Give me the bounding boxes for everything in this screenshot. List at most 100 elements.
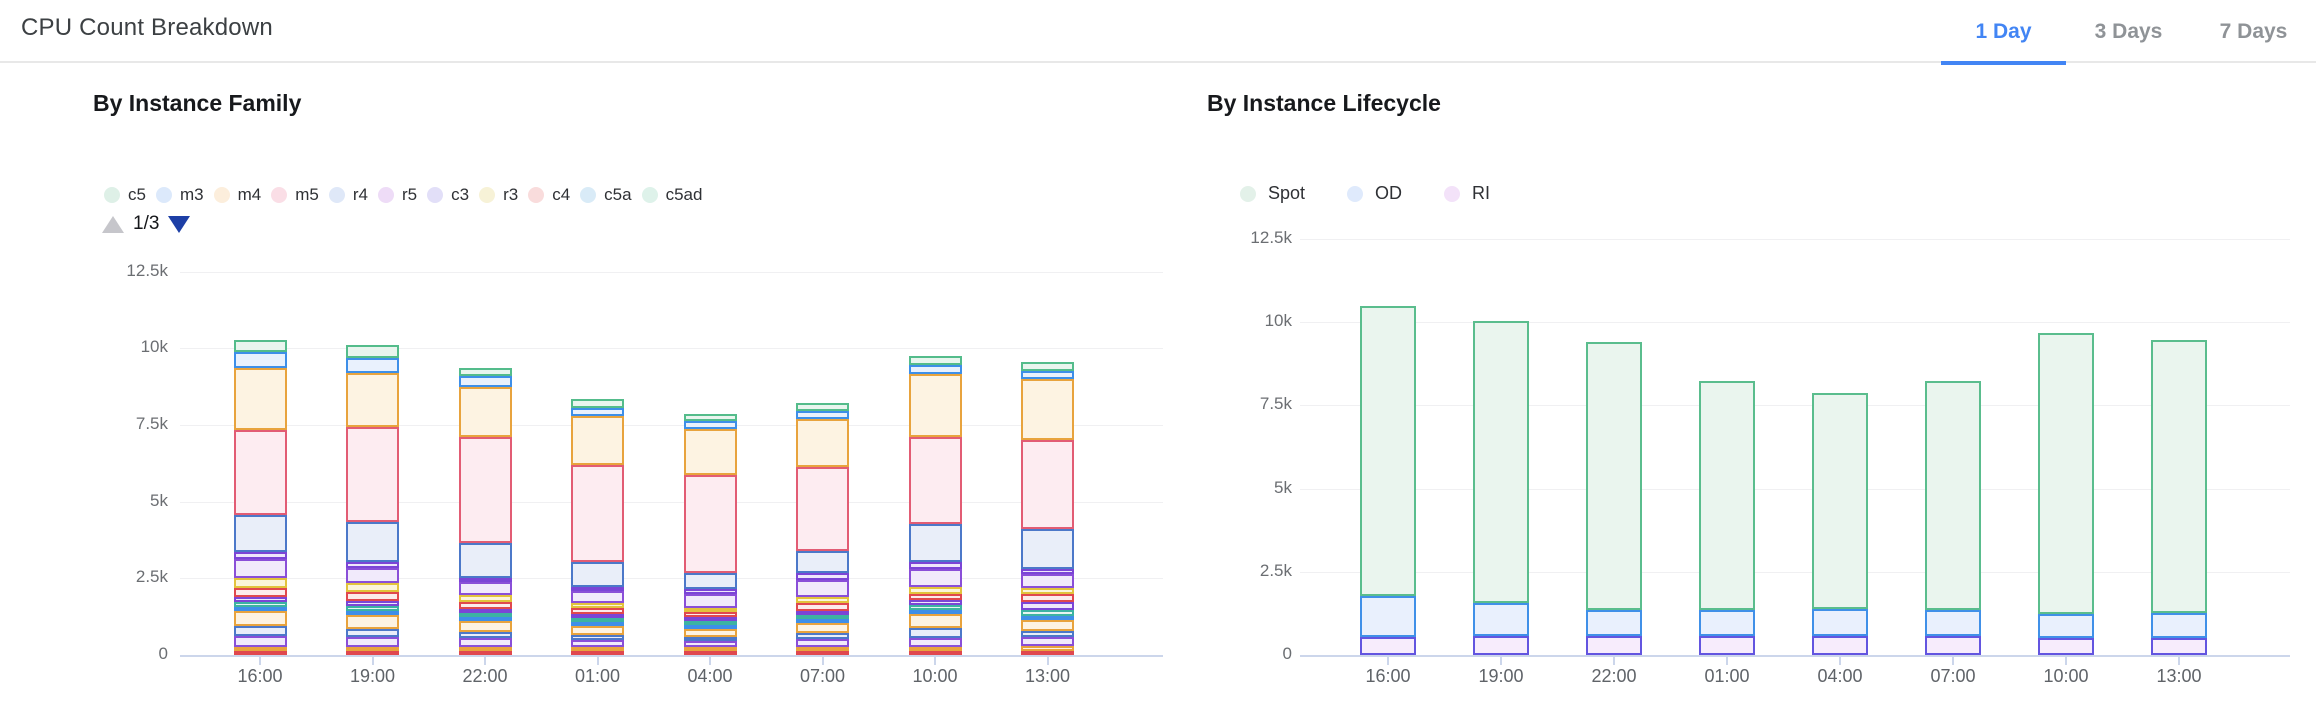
bar-segment-pink[interactable] — [1021, 439, 1074, 530]
bar-segment-teal[interactable] — [571, 618, 624, 623]
tab-7-days[interactable]: 7 Days — [2191, 0, 2316, 63]
bar-segment-pink[interactable] — [683, 474, 737, 573]
legend-item-c3[interactable]: c3 — [427, 185, 469, 205]
bar-segment-blue[interactable] — [683, 420, 737, 429]
bar-segment-red[interactable] — [346, 592, 399, 601]
bar-segment-spot[interactable] — [1925, 381, 1981, 610]
bar-segment-blue[interactable] — [908, 364, 962, 374]
bar-segment-amber[interactable] — [571, 415, 624, 465]
bar-segment-yellow[interactable] — [346, 583, 399, 592]
bar-column-19:00[interactable] — [346, 345, 399, 655]
bar-segment-violet[interactable] — [1021, 569, 1074, 575]
bar-column-22:00[interactable] — [1586, 342, 1642, 655]
bar-segment-spot[interactable] — [1586, 342, 1642, 610]
bar-segment-spot[interactable] — [1812, 393, 1868, 609]
bar-column-10:00[interactable] — [908, 355, 962, 655]
bar-segment-violet[interactable] — [796, 572, 849, 581]
bar-segment-green[interactable] — [1021, 361, 1074, 371]
bar-segment-spot[interactable] — [2151, 340, 2207, 613]
bar-segment-red[interactable] — [346, 651, 399, 655]
bar-segment-indigo[interactable] — [796, 550, 849, 573]
bar-segment-amber[interactable] — [1021, 620, 1074, 632]
bar-segment-green[interactable] — [458, 367, 512, 376]
bar-segment-ri[interactable] — [1812, 636, 1868, 655]
bar-segment-spot[interactable] — [1360, 306, 1416, 596]
bar-segment-indigo[interactable] — [796, 633, 849, 640]
bar-segment-od[interactable] — [1925, 610, 1981, 636]
bar-segment-yellow[interactable] — [1021, 588, 1074, 595]
bar-segment-purple[interactable] — [908, 638, 962, 647]
bar-segment-spot[interactable] — [1699, 381, 1755, 610]
legend-page-down-icon[interactable] — [168, 215, 191, 233]
legend-item-spot[interactable]: Spot — [1240, 183, 1305, 204]
bar-segment-blue[interactable] — [346, 358, 399, 373]
bar-segment-violet[interactable] — [796, 611, 849, 616]
bar-segment-yellow[interactable] — [458, 595, 512, 603]
bar-segment-red[interactable] — [683, 612, 737, 618]
bar-column-19:00[interactable] — [1473, 321, 1529, 655]
bar-segment-blue[interactable] — [346, 611, 399, 615]
bar-segment-indigo[interactable] — [571, 635, 624, 641]
bar-segment-purple[interactable] — [458, 581, 512, 596]
bar-segment-indigo[interactable] — [458, 543, 512, 578]
bar-column-13:00[interactable] — [1021, 361, 1074, 655]
bar-segment-purple[interactable] — [571, 640, 624, 647]
bar-segment-green[interactable] — [796, 402, 849, 411]
bar-segment-blue[interactable] — [683, 625, 737, 630]
bar-segment-violet[interactable] — [571, 614, 624, 619]
bar-segment-purple[interactable] — [683, 594, 737, 609]
bar-column-07:00[interactable] — [1925, 381, 1981, 655]
bar-segment-amber[interactable] — [346, 647, 399, 651]
legend-item-c5[interactable]: c5 — [104, 185, 146, 205]
bar-segment-amber[interactable] — [796, 647, 849, 651]
bar-segment-teal[interactable] — [683, 621, 737, 626]
bar-segment-amber[interactable] — [908, 647, 962, 651]
bar-segment-od[interactable] — [1473, 603, 1529, 636]
bar-segment-teal[interactable] — [346, 606, 399, 611]
bar-segment-pink[interactable] — [233, 429, 287, 516]
bar-segment-red[interactable] — [1021, 594, 1074, 603]
bar-segment-pink[interactable] — [346, 427, 399, 522]
legend-item-m3[interactable]: m3 — [155, 185, 204, 205]
bar-segment-indigo[interactable] — [346, 522, 399, 562]
bar-segment-violet[interactable] — [346, 601, 399, 606]
bar-segment-violet[interactable] — [346, 562, 399, 568]
bar-segment-blue[interactable] — [233, 351, 287, 368]
bar-segment-amber[interactable] — [233, 611, 287, 627]
bar-segment-purple[interactable] — [683, 641, 737, 647]
bar-segment-ri[interactable] — [1699, 636, 1755, 655]
bar-segment-od[interactable] — [1699, 610, 1755, 636]
legend-item-c5ad[interactable]: c5ad — [641, 185, 702, 205]
bar-segment-ri[interactable] — [1586, 636, 1642, 655]
bar-column-10:00[interactable] — [2038, 333, 2094, 655]
bar-segment-od[interactable] — [2151, 613, 2207, 638]
bar-segment-blue[interactable] — [796, 410, 849, 419]
bar-segment-red[interactable] — [1021, 651, 1074, 655]
bar-segment-red[interactable] — [683, 651, 737, 655]
bar-segment-purple[interactable] — [571, 590, 624, 604]
legend-item-r4[interactable]: r4 — [328, 185, 368, 205]
bar-segment-amber[interactable] — [908, 614, 962, 629]
bar-segment-amber[interactable] — [683, 629, 737, 638]
bar-segment-yellow[interactable] — [571, 603, 624, 609]
legend-page-up-icon[interactable] — [102, 215, 124, 233]
bar-segment-teal[interactable] — [796, 615, 849, 620]
bar-segment-indigo[interactable] — [908, 628, 962, 639]
bar-segment-purple[interactable] — [796, 580, 849, 598]
bar-segment-violet[interactable] — [571, 586, 624, 591]
bar-column-04:00[interactable] — [683, 414, 737, 655]
bar-segment-violet[interactable] — [233, 552, 287, 560]
bar-segment-ri[interactable] — [2038, 638, 2094, 655]
bar-column-16:00[interactable] — [233, 340, 287, 655]
legend-item-ri[interactable]: RI — [1444, 183, 1490, 204]
bar-segment-indigo[interactable] — [346, 629, 399, 637]
bar-segment-red[interactable] — [796, 603, 849, 612]
bar-column-04:00[interactable] — [1812, 393, 1868, 655]
bar-segment-red[interactable] — [571, 608, 624, 615]
bar-column-22:00[interactable] — [458, 367, 512, 655]
bar-segment-indigo[interactable] — [1021, 529, 1074, 570]
bar-segment-amber[interactable] — [233, 647, 287, 651]
bar-segment-amber[interactable] — [346, 615, 399, 629]
bar-segment-purple[interactable] — [233, 559, 287, 579]
bar-segment-violet[interactable] — [458, 609, 512, 614]
